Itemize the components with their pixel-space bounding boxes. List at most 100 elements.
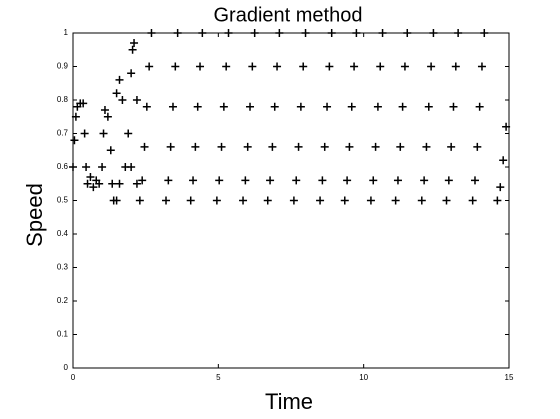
marker <box>79 99 88 108</box>
marker <box>196 62 205 71</box>
x-tick-label: 10 <box>359 373 368 382</box>
marker <box>400 62 409 71</box>
marker <box>417 196 426 205</box>
marker <box>270 102 279 111</box>
marker <box>499 156 508 165</box>
marker <box>86 173 95 182</box>
marker <box>403 29 412 37</box>
marker <box>473 142 482 151</box>
marker <box>135 196 144 205</box>
marker <box>449 102 458 111</box>
marker <box>219 102 228 111</box>
marker <box>266 176 275 185</box>
marker <box>369 176 378 185</box>
marker <box>250 29 259 37</box>
marker <box>162 196 171 205</box>
chart-title: Gradient method <box>214 4 363 26</box>
marker <box>398 102 407 111</box>
marker <box>103 112 112 121</box>
marker <box>168 102 177 111</box>
marker <box>99 129 108 138</box>
marker <box>420 176 429 185</box>
marker <box>80 129 89 138</box>
y-tick-label: 0.7 <box>57 129 69 138</box>
marker <box>451 62 460 71</box>
marker <box>347 102 356 111</box>
marker <box>393 176 402 185</box>
marker <box>327 29 336 37</box>
marker <box>352 29 361 37</box>
marker <box>502 122 511 131</box>
marker <box>142 102 151 111</box>
marker <box>454 29 463 37</box>
y-tick-label: 0.3 <box>57 263 69 272</box>
marker <box>239 196 248 205</box>
marker <box>273 62 282 71</box>
marker <box>480 29 489 37</box>
marker <box>100 106 109 115</box>
marker <box>173 29 182 37</box>
marker <box>132 96 141 104</box>
marker <box>350 62 359 71</box>
marker <box>343 176 352 185</box>
marker <box>130 39 139 48</box>
marker <box>106 146 115 155</box>
marker <box>396 142 405 151</box>
y-tick-label: 0.8 <box>57 95 69 104</box>
marker <box>296 102 305 111</box>
y-tick-label: 0 <box>64 363 69 372</box>
marker <box>128 45 137 54</box>
marker <box>340 196 349 205</box>
marker <box>475 102 484 111</box>
marker <box>318 176 327 185</box>
marker <box>378 29 387 37</box>
marker <box>470 176 479 185</box>
marker <box>140 142 149 151</box>
marker <box>294 142 303 151</box>
marker <box>145 62 154 71</box>
marker <box>171 62 180 71</box>
marker <box>468 196 477 205</box>
marker <box>224 29 233 37</box>
marker <box>243 142 252 151</box>
marker <box>316 196 325 205</box>
marker <box>83 179 92 188</box>
marker <box>69 163 77 171</box>
marker <box>166 142 175 151</box>
x-tick-label: 5 <box>216 373 221 382</box>
marker <box>147 29 156 37</box>
marker <box>82 163 91 171</box>
y-tick-label: 1 <box>64 28 69 37</box>
marker <box>98 163 107 171</box>
y-tick-label: 0.4 <box>57 229 69 238</box>
marker <box>366 196 375 205</box>
marker <box>127 163 136 171</box>
marker <box>118 96 127 104</box>
marker <box>263 196 272 205</box>
y-tick-label: 0.9 <box>57 62 69 71</box>
marker <box>132 179 141 188</box>
marker <box>241 176 250 185</box>
marker <box>191 142 200 151</box>
marker <box>115 75 124 84</box>
x-axis-label: Time <box>265 389 313 414</box>
y-tick-label: 0.1 <box>57 330 69 339</box>
marker <box>391 196 400 205</box>
marker <box>292 176 301 185</box>
marker <box>301 29 310 37</box>
marker <box>212 196 221 205</box>
marker <box>299 62 308 71</box>
x-tick-label: 15 <box>505 373 514 382</box>
marker <box>186 196 195 205</box>
marker <box>89 183 98 192</box>
y-axis-label: Speed <box>22 183 47 247</box>
marker <box>323 102 332 111</box>
marker <box>112 196 121 205</box>
y-tick-label: 0.6 <box>57 162 69 171</box>
marker <box>124 129 133 138</box>
y-tick-label: 0.5 <box>57 196 69 205</box>
marker <box>345 142 354 151</box>
marker <box>496 183 505 192</box>
